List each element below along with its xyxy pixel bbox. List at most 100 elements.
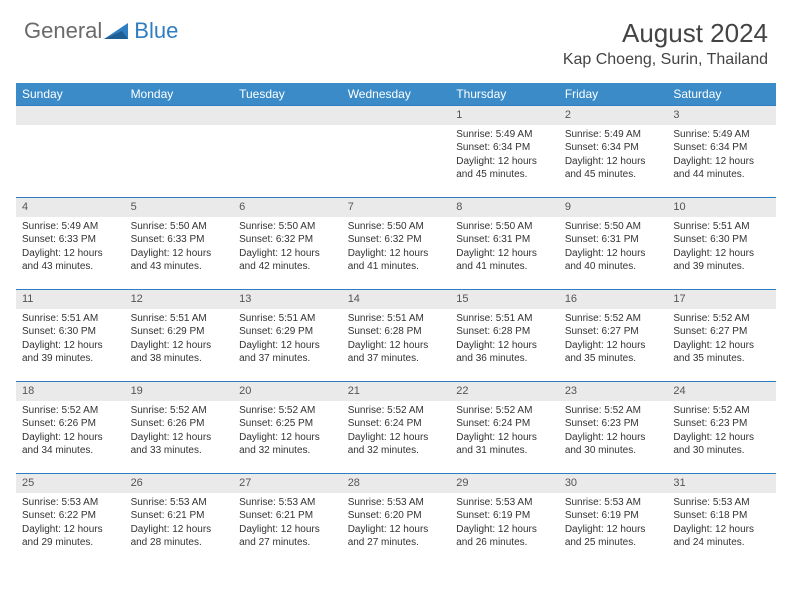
day-number: 2 xyxy=(559,106,668,125)
day-body: Sunrise: 5:53 AMSunset: 6:19 PMDaylight:… xyxy=(450,493,559,554)
day-cell-16: 16Sunrise: 5:52 AMSunset: 6:27 PMDayligh… xyxy=(559,290,668,382)
sunset-line: Sunset: 6:27 PM xyxy=(565,325,662,339)
day-body: Sunrise: 5:51 AMSunset: 6:29 PMDaylight:… xyxy=(233,309,342,370)
day-body: Sunrise: 5:53 AMSunset: 6:21 PMDaylight:… xyxy=(233,493,342,554)
daylight-line: Daylight: 12 hours and 35 minutes. xyxy=(673,339,770,366)
sunrise-line: Sunrise: 5:52 AM xyxy=(22,404,119,418)
day-body: Sunrise: 5:53 AMSunset: 6:19 PMDaylight:… xyxy=(559,493,668,554)
day-cell-23: 23Sunrise: 5:52 AMSunset: 6:23 PMDayligh… xyxy=(559,382,668,474)
sunrise-line: Sunrise: 5:49 AM xyxy=(456,128,553,142)
sunrise-line: Sunrise: 5:50 AM xyxy=(131,220,228,234)
sunset-line: Sunset: 6:23 PM xyxy=(673,417,770,431)
logo-text-blue: Blue xyxy=(134,18,178,44)
day-number: 3 xyxy=(667,106,776,125)
day-number xyxy=(125,106,234,125)
sunrise-line: Sunrise: 5:53 AM xyxy=(456,496,553,510)
sunrise-line: Sunrise: 5:50 AM xyxy=(565,220,662,234)
day-number: 18 xyxy=(16,382,125,401)
day-number: 17 xyxy=(667,290,776,309)
daylight-line: Daylight: 12 hours and 29 minutes. xyxy=(22,523,119,550)
day-number: 24 xyxy=(667,382,776,401)
day-cell-3: 3Sunrise: 5:49 AMSunset: 6:34 PMDaylight… xyxy=(667,106,776,198)
sunset-line: Sunset: 6:24 PM xyxy=(456,417,553,431)
day-number: 30 xyxy=(559,474,668,493)
sunrise-line: Sunrise: 5:51 AM xyxy=(22,312,119,326)
day-cell-2: 2Sunrise: 5:49 AMSunset: 6:34 PMDaylight… xyxy=(559,106,668,198)
logo: General Blue xyxy=(24,18,178,44)
sunset-line: Sunset: 6:30 PM xyxy=(673,233,770,247)
header: General Blue August 2024 Kap Choeng, Sur… xyxy=(0,0,792,75)
day-number: 15 xyxy=(450,290,559,309)
sunrise-line: Sunrise: 5:52 AM xyxy=(456,404,553,418)
daylight-line: Daylight: 12 hours and 43 minutes. xyxy=(131,247,228,274)
daylight-line: Daylight: 12 hours and 39 minutes. xyxy=(673,247,770,274)
sunset-line: Sunset: 6:32 PM xyxy=(348,233,445,247)
day-cell-11: 11Sunrise: 5:51 AMSunset: 6:30 PMDayligh… xyxy=(16,290,125,382)
day-number: 26 xyxy=(125,474,234,493)
sunrise-line: Sunrise: 5:53 AM xyxy=(673,496,770,510)
day-number: 9 xyxy=(559,198,668,217)
sunset-line: Sunset: 6:26 PM xyxy=(131,417,228,431)
daylight-line: Daylight: 12 hours and 37 minutes. xyxy=(348,339,445,366)
day-body: Sunrise: 5:52 AMSunset: 6:26 PMDaylight:… xyxy=(125,401,234,462)
day-cell-8: 8Sunrise: 5:50 AMSunset: 6:31 PMDaylight… xyxy=(450,198,559,290)
dow-tuesday: Tuesday xyxy=(233,83,342,106)
sunset-line: Sunset: 6:23 PM xyxy=(565,417,662,431)
day-body: Sunrise: 5:50 AMSunset: 6:33 PMDaylight:… xyxy=(125,217,234,278)
sunrise-line: Sunrise: 5:52 AM xyxy=(673,404,770,418)
day-cell-7: 7Sunrise: 5:50 AMSunset: 6:32 PMDaylight… xyxy=(342,198,451,290)
day-cell-empty xyxy=(233,106,342,198)
daylight-line: Daylight: 12 hours and 27 minutes. xyxy=(348,523,445,550)
sunrise-line: Sunrise: 5:49 AM xyxy=(673,128,770,142)
daylight-line: Daylight: 12 hours and 30 minutes. xyxy=(673,431,770,458)
calendar-body: 1Sunrise: 5:49 AMSunset: 6:34 PMDaylight… xyxy=(16,106,776,566)
day-number: 28 xyxy=(342,474,451,493)
dow-sunday: Sunday xyxy=(16,83,125,106)
week-row: 18Sunrise: 5:52 AMSunset: 6:26 PMDayligh… xyxy=(16,382,776,474)
day-of-week-row: SundayMondayTuesdayWednesdayThursdayFrid… xyxy=(16,83,776,106)
day-cell-5: 5Sunrise: 5:50 AMSunset: 6:33 PMDaylight… xyxy=(125,198,234,290)
sunrise-line: Sunrise: 5:50 AM xyxy=(348,220,445,234)
sunrise-line: Sunrise: 5:53 AM xyxy=(348,496,445,510)
daylight-line: Daylight: 12 hours and 44 minutes. xyxy=(673,155,770,182)
day-body: Sunrise: 5:53 AMSunset: 6:20 PMDaylight:… xyxy=(342,493,451,554)
dow-thursday: Thursday xyxy=(450,83,559,106)
sunset-line: Sunset: 6:29 PM xyxy=(239,325,336,339)
sunrise-line: Sunrise: 5:49 AM xyxy=(565,128,662,142)
sunset-line: Sunset: 6:19 PM xyxy=(456,509,553,523)
day-cell-31: 31Sunrise: 5:53 AMSunset: 6:18 PMDayligh… xyxy=(667,474,776,566)
calendar-table: SundayMondayTuesdayWednesdayThursdayFrid… xyxy=(16,83,776,566)
day-body: Sunrise: 5:49 AMSunset: 6:34 PMDaylight:… xyxy=(559,125,668,186)
sunrise-line: Sunrise: 5:50 AM xyxy=(239,220,336,234)
sunrise-line: Sunrise: 5:52 AM xyxy=(131,404,228,418)
title-block: August 2024 Kap Choeng, Surin, Thailand xyxy=(563,18,768,69)
daylight-line: Daylight: 12 hours and 35 minutes. xyxy=(565,339,662,366)
sunrise-line: Sunrise: 5:52 AM xyxy=(348,404,445,418)
day-body: Sunrise: 5:50 AMSunset: 6:32 PMDaylight:… xyxy=(342,217,451,278)
daylight-line: Daylight: 12 hours and 41 minutes. xyxy=(348,247,445,274)
sunrise-line: Sunrise: 5:51 AM xyxy=(456,312,553,326)
day-cell-empty xyxy=(125,106,234,198)
day-number: 21 xyxy=(342,382,451,401)
day-cell-12: 12Sunrise: 5:51 AMSunset: 6:29 PMDayligh… xyxy=(125,290,234,382)
day-number: 7 xyxy=(342,198,451,217)
day-number: 1 xyxy=(450,106,559,125)
daylight-line: Daylight: 12 hours and 40 minutes. xyxy=(565,247,662,274)
day-number: 6 xyxy=(233,198,342,217)
month-title: August 2024 xyxy=(563,18,768,49)
day-body: Sunrise: 5:52 AMSunset: 6:23 PMDaylight:… xyxy=(667,401,776,462)
daylight-line: Daylight: 12 hours and 39 minutes. xyxy=(22,339,119,366)
sunset-line: Sunset: 6:28 PM xyxy=(456,325,553,339)
sunrise-line: Sunrise: 5:53 AM xyxy=(22,496,119,510)
day-body: Sunrise: 5:53 AMSunset: 6:21 PMDaylight:… xyxy=(125,493,234,554)
daylight-line: Daylight: 12 hours and 31 minutes. xyxy=(456,431,553,458)
sunrise-line: Sunrise: 5:49 AM xyxy=(22,220,119,234)
day-cell-10: 10Sunrise: 5:51 AMSunset: 6:30 PMDayligh… xyxy=(667,198,776,290)
day-body: Sunrise: 5:51 AMSunset: 6:28 PMDaylight:… xyxy=(450,309,559,370)
day-cell-28: 28Sunrise: 5:53 AMSunset: 6:20 PMDayligh… xyxy=(342,474,451,566)
day-number: 14 xyxy=(342,290,451,309)
sunset-line: Sunset: 6:18 PM xyxy=(673,509,770,523)
daylight-line: Daylight: 12 hours and 33 minutes. xyxy=(131,431,228,458)
day-cell-1: 1Sunrise: 5:49 AMSunset: 6:34 PMDaylight… xyxy=(450,106,559,198)
sunset-line: Sunset: 6:26 PM xyxy=(22,417,119,431)
